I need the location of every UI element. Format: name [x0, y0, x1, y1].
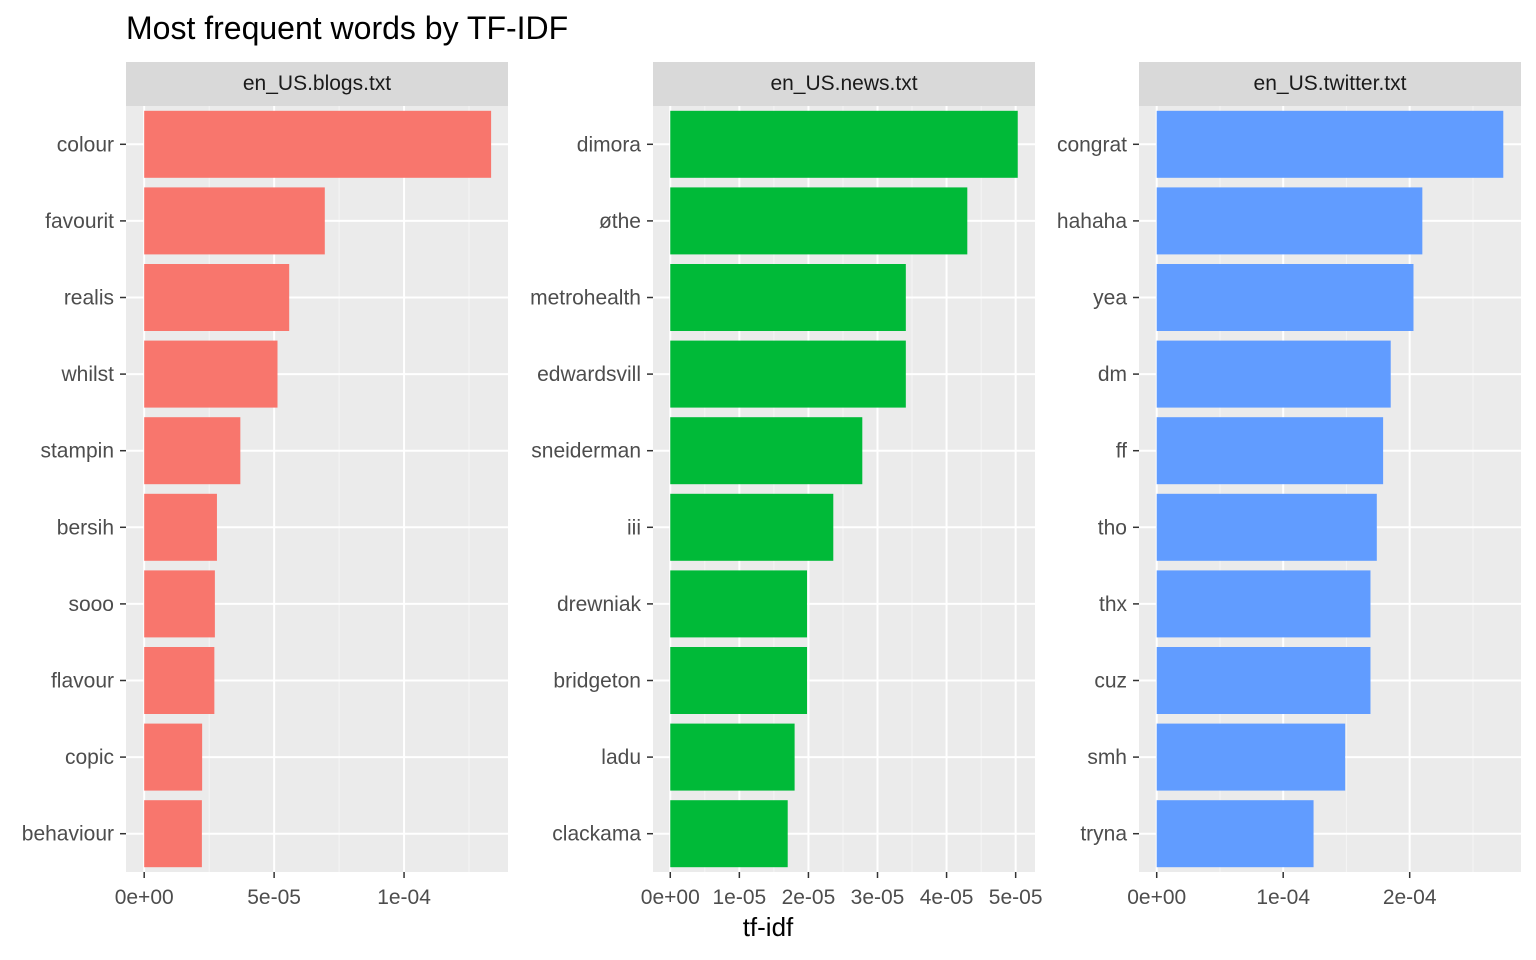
category-label: dimora — [577, 133, 642, 156]
x-tick-label: 0e+00 — [1127, 886, 1186, 909]
bar — [1156, 110, 1504, 178]
category-label: cuz — [1094, 670, 1127, 693]
bar — [144, 110, 492, 178]
category-label: thx — [1099, 593, 1128, 616]
x-tick-label: 0e+00 — [115, 886, 174, 909]
bar — [670, 800, 788, 868]
category-label: smh — [1087, 746, 1127, 769]
category-label: bridgeton — [553, 670, 641, 693]
category-label: realis — [64, 287, 114, 310]
category-label: bersih — [57, 516, 114, 539]
bar — [1156, 647, 1371, 714]
x-tick-label: 4e-05 — [920, 886, 974, 909]
category-label: drewniak — [557, 593, 642, 616]
bar — [670, 493, 834, 561]
facet-plot: 0e+00 5e-05 1e-04 colour favourit realis whils… — [22, 106, 508, 909]
bar — [144, 187, 325, 255]
category-label: whilst — [60, 363, 114, 386]
x-tick-label: 2e-04 — [1383, 886, 1437, 909]
category-label: behaviour — [22, 823, 114, 846]
bar — [1156, 264, 1414, 331]
bar — [670, 570, 808, 638]
category-label: metrohealth — [530, 287, 641, 310]
bar — [670, 264, 906, 331]
x-axis-title: tf-idf — [742, 912, 794, 942]
bar — [1156, 800, 1314, 868]
category-label: sneiderman — [531, 440, 641, 463]
bar — [144, 493, 217, 561]
x-tick-label: 1e-04 — [1256, 886, 1310, 909]
x-tick-label: 5e-05 — [989, 886, 1043, 909]
x-tick-label: 0e+00 — [641, 886, 700, 909]
category-label: hahaha — [1057, 210, 1127, 233]
x-tick-label: 5e-05 — [247, 886, 301, 909]
bar — [1156, 723, 1346, 791]
x-tick-label: 3e-05 — [851, 886, 905, 909]
category-label: sooo — [68, 593, 114, 616]
bar — [670, 723, 795, 791]
category-label: øthe — [599, 210, 641, 233]
bar — [670, 647, 808, 714]
bar — [144, 723, 203, 791]
category-label: tryna — [1080, 823, 1127, 846]
bar — [144, 647, 215, 714]
category-label: tho — [1098, 516, 1127, 539]
category-label: stampin — [40, 440, 114, 463]
category-label: ladu — [601, 746, 641, 769]
facet-strip-label: en_US.twitter.txt — [1139, 62, 1521, 106]
x-tick-label: 1e-04 — [377, 886, 431, 909]
bar — [1156, 493, 1377, 561]
bar — [144, 570, 215, 638]
category-label: copic — [65, 746, 114, 769]
facet-panel: en_US.news.txt 0e+00 1e-05 2e-05 3e-05 4e-05 5… — [530, 62, 1043, 922]
facet-plot: 0e+00 1e-05 2e-05 3e-05 4e-05 5e-05 dimora øthe… — [530, 106, 1043, 909]
category-label: favourit — [45, 210, 114, 233]
facet-panel: en_US.blogs.txt 0e+00 5e-05 1e-04 colour favo… — [22, 62, 508, 922]
facet-plot: 0e+00 1e-04 2e-04 congrat hahaha yea dm ff tho th… — [1057, 106, 1521, 909]
category-label: dm — [1098, 363, 1127, 386]
x-tick-label: 2e-05 — [782, 886, 836, 909]
category-label: yea — [1093, 287, 1127, 310]
bar — [144, 800, 202, 868]
bar — [1156, 340, 1391, 408]
bar — [670, 340, 906, 408]
bar — [144, 417, 241, 485]
category-label: congrat — [1057, 133, 1127, 156]
bar — [144, 264, 290, 331]
category-label: flavour — [51, 670, 114, 693]
x-tick-label: 1e-05 — [712, 886, 766, 909]
category-label: colour — [57, 133, 114, 156]
facet-panel: en_US.twitter.txt 0e+00 1e-04 2e-04 congrat h… — [1057, 62, 1521, 922]
facet-strip-label: en_US.blogs.txt — [126, 62, 508, 106]
bar — [1156, 187, 1423, 255]
category-label: iii — [627, 516, 641, 539]
chart-title: Most frequent words by TF-IDF — [126, 10, 569, 46]
bar — [670, 110, 1018, 178]
category-label: ff — [1116, 440, 1127, 463]
bar — [1156, 570, 1371, 638]
bar — [144, 340, 278, 408]
bar — [1156, 417, 1384, 485]
facet-strip-label: en_US.news.txt — [653, 62, 1035, 106]
category-label: clackama — [552, 823, 641, 846]
category-label: edwardsvill — [537, 363, 641, 386]
bar — [670, 417, 863, 485]
bar — [670, 187, 968, 255]
